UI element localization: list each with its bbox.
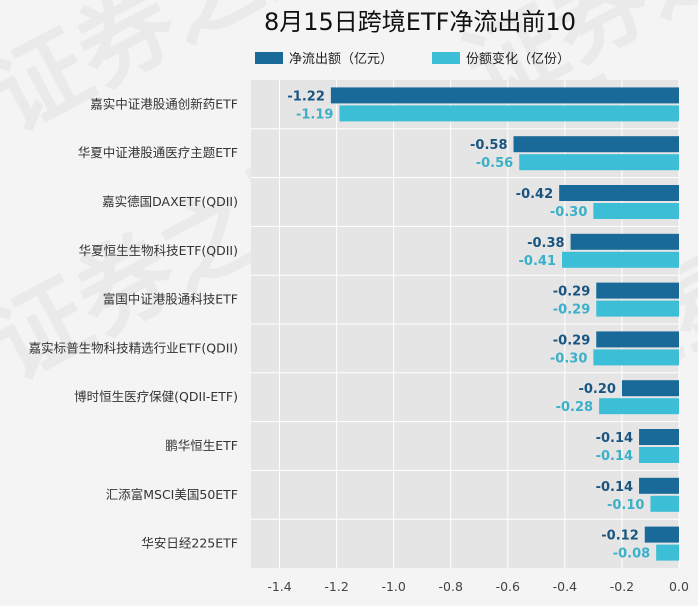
category-label: 富国中证港股通科技ETF bbox=[103, 292, 238, 307]
bar-share-change bbox=[599, 398, 679, 415]
value-label-share-change: -0.28 bbox=[556, 400, 593, 415]
x-tick-label: -1.2 bbox=[324, 579, 348, 594]
category-label: 华夏恒生生物科技ETF(QDII) bbox=[79, 243, 238, 258]
category-label: 汇添富MSCI美国50ETF bbox=[106, 487, 238, 502]
chart-title: 8月15日跨境ETF净流出前10 bbox=[264, 8, 576, 36]
category-label: 嘉实中证港股通创新药ETF bbox=[90, 96, 238, 111]
bar-share-change bbox=[656, 544, 679, 561]
bar-net-outflow bbox=[559, 185, 679, 201]
bar-share-change bbox=[639, 447, 679, 463]
value-label-share-change: -0.14 bbox=[596, 449, 633, 464]
bar-net-outflow bbox=[513, 136, 679, 153]
value-label-net-outflow: -0.38 bbox=[527, 236, 564, 251]
legend-swatch bbox=[432, 52, 460, 64]
value-label-share-change: -1.19 bbox=[296, 107, 333, 122]
bar-net-outflow bbox=[570, 233, 679, 250]
value-label-net-outflow: -0.12 bbox=[601, 529, 638, 544]
bar-share-change bbox=[562, 251, 679, 268]
bar-net-outflow bbox=[639, 429, 679, 445]
bar-net-outflow bbox=[596, 282, 679, 299]
x-axis-tick-labels: -1.4 -1.2 -1.0 -0.8 -0.6 -0.4 -0.2 0.0 bbox=[267, 579, 689, 594]
value-labels: -1.22 -1.19 -0.58 -0.56 -0.42 -0.30 -0.38 -0.41… bbox=[287, 89, 650, 561]
x-tick-label: -1.4 bbox=[267, 579, 291, 594]
value-label-share-change: -0.56 bbox=[476, 156, 513, 171]
x-tick-label: -0.8 bbox=[439, 579, 463, 594]
x-tick-label: -0.6 bbox=[496, 579, 520, 594]
value-label-share-change: -0.30 bbox=[550, 351, 587, 366]
bar-net-outflow bbox=[330, 87, 679, 104]
category-label: 鹏华恒生ETF bbox=[165, 438, 238, 453]
value-label-net-outflow: -0.14 bbox=[596, 480, 633, 495]
value-label-net-outflow: -0.20 bbox=[578, 382, 615, 397]
x-tick-label: -0.4 bbox=[553, 579, 577, 594]
category-label: 嘉实德国DAXETF(QDII) bbox=[102, 194, 238, 209]
value-label-share-change: -0.41 bbox=[519, 254, 556, 269]
value-label-share-change: -0.10 bbox=[607, 498, 644, 513]
x-tick-label: -1.0 bbox=[381, 579, 405, 594]
bar-net-outflow bbox=[644, 526, 679, 543]
bar-share-change bbox=[596, 300, 679, 317]
bar-share-change bbox=[593, 203, 679, 219]
legend-label: 净流出额（亿元） bbox=[289, 52, 393, 67]
bar-net-outflow bbox=[621, 380, 679, 397]
value-label-share-change: -0.08 bbox=[613, 547, 650, 562]
legend: 净流出额（亿元） 份额变化（亿份） bbox=[255, 51, 570, 67]
value-label-net-outflow: -1.22 bbox=[287, 89, 324, 104]
category-label: 嘉实标普生物科技精选行业ETF(QDII) bbox=[29, 340, 238, 355]
bar-net-outflow bbox=[639, 477, 679, 494]
category-label: 华安日经225ETF bbox=[141, 536, 238, 551]
bar-share-change bbox=[593, 349, 679, 366]
bar-net-outflow bbox=[596, 331, 679, 348]
value-label-share-change: -0.29 bbox=[553, 303, 590, 318]
value-label-net-outflow: -0.29 bbox=[553, 285, 590, 300]
category-labels: 嘉实中证港股通创新药ETF 华夏中证港股通医疗主题ETF 嘉实德国DAXETF(QD… bbox=[29, 96, 238, 550]
bars bbox=[330, 87, 679, 561]
x-tick-label: 0.0 bbox=[669, 579, 689, 594]
category-label: 华夏中证港股通医疗主题ETF bbox=[78, 145, 238, 160]
value-label-net-outflow: -0.58 bbox=[470, 138, 507, 153]
value-label-net-outflow: -0.42 bbox=[516, 187, 553, 202]
bar-share-change bbox=[339, 105, 679, 122]
value-label-net-outflow: -0.14 bbox=[596, 431, 633, 446]
value-label-share-change: -0.30 bbox=[550, 205, 587, 220]
legend-swatch bbox=[255, 52, 283, 64]
value-label-net-outflow: -0.29 bbox=[553, 333, 590, 348]
x-tick-label: -0.2 bbox=[610, 579, 634, 594]
legend-label: 份额变化（亿份） bbox=[466, 51, 570, 67]
bar-share-change bbox=[650, 495, 679, 512]
category-label: 博时恒生医疗保健(QDII-ETF) bbox=[74, 389, 238, 404]
bar-share-change bbox=[519, 154, 679, 171]
